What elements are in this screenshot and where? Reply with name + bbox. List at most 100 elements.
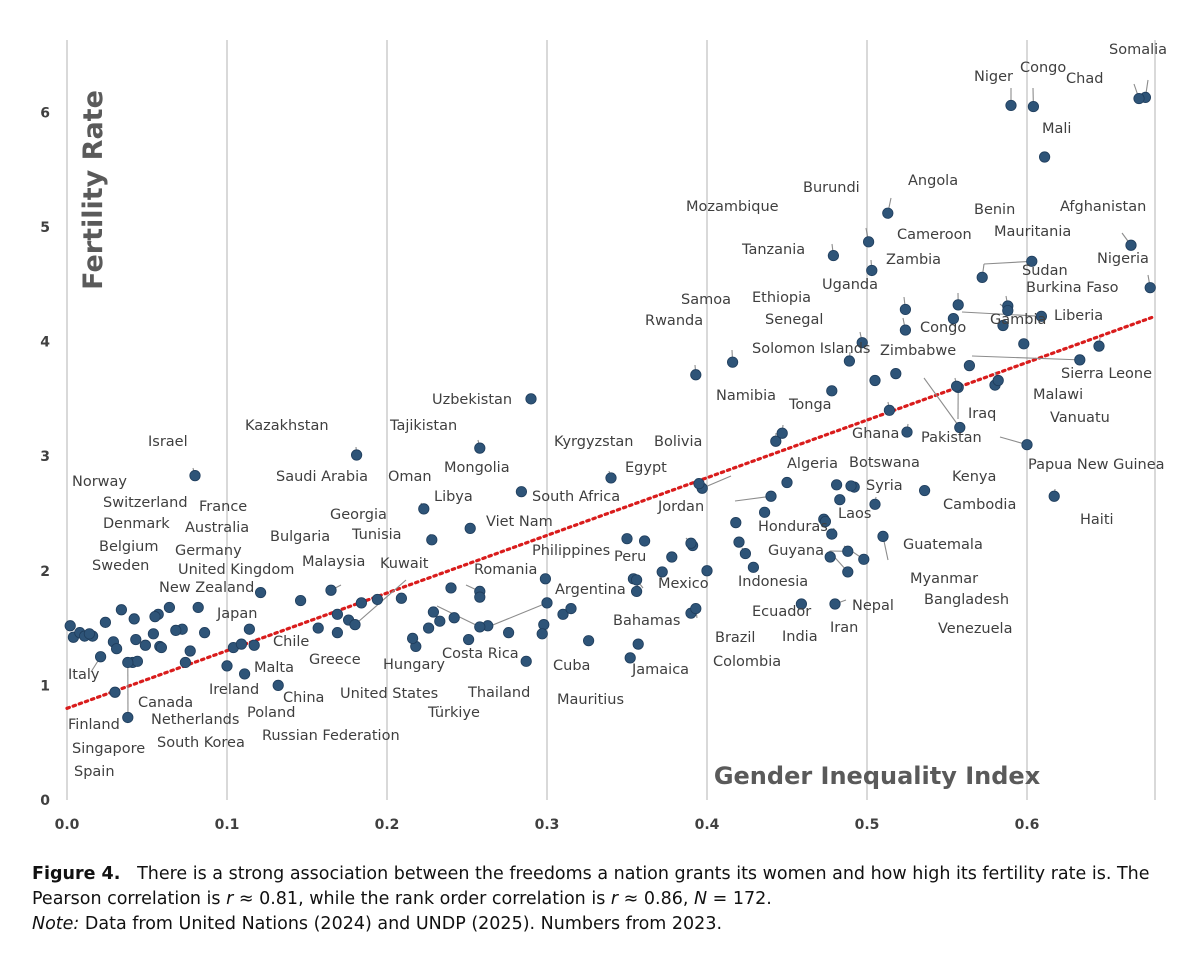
point-label: Thailand — [467, 685, 530, 701]
data-point — [826, 528, 838, 540]
point-label: Libya — [434, 489, 473, 505]
point-label: Viet Nam — [486, 514, 553, 530]
data-point — [656, 566, 668, 578]
data-point — [406, 632, 419, 644]
data-point — [331, 627, 343, 639]
point-label: Bahamas — [613, 613, 680, 629]
point-label: Somalia — [1109, 42, 1167, 58]
point-label: Zimbabwe — [880, 343, 956, 359]
data-point — [869, 498, 881, 510]
point-label: Iraq — [968, 406, 996, 422]
point-label: Tanzania — [741, 242, 805, 258]
point-label: Tajikistan — [389, 418, 457, 434]
point-label: Costa Rica — [442, 646, 519, 662]
data-point — [179, 656, 191, 669]
data-point — [776, 427, 788, 439]
point-label: Burundi — [803, 180, 860, 196]
data-point — [541, 597, 553, 609]
data-point — [630, 585, 643, 598]
point-label: Türkiye — [427, 705, 480, 721]
point-label: Malta — [254, 660, 294, 676]
data-point — [826, 385, 838, 397]
data-point — [248, 639, 260, 651]
y-tick-label: 2 — [40, 564, 50, 580]
data-point — [882, 207, 894, 219]
point-label: Greece — [309, 652, 361, 668]
data-point — [950, 380, 963, 392]
point-label: Cuba — [553, 658, 590, 674]
point-label: United States — [340, 686, 438, 702]
point-label: Italy — [68, 667, 100, 683]
data-point — [235, 638, 247, 650]
point-label: Venezuela — [938, 621, 1012, 637]
data-point — [474, 621, 486, 633]
data-point — [845, 480, 857, 492]
data-point — [954, 421, 966, 434]
point-label: Sudan — [1022, 263, 1068, 279]
data-point — [1048, 490, 1060, 502]
data-point — [976, 271, 988, 283]
point-label: Chad — [1066, 71, 1103, 87]
point-label: Congo — [920, 320, 966, 336]
data-point — [730, 517, 742, 529]
data-point — [1039, 151, 1051, 163]
data-point — [963, 360, 976, 372]
data-point — [350, 449, 363, 461]
y-tick-label: 1 — [40, 678, 50, 694]
point-label: Afghanistan — [1060, 199, 1146, 215]
point-label: Solomon Islands — [752, 341, 870, 357]
point-label: Myanmar — [910, 571, 978, 587]
data-point — [170, 624, 182, 636]
point-label: Uzbekistan — [432, 392, 512, 408]
data-point — [149, 611, 161, 623]
data-point — [131, 655, 143, 667]
data-point — [666, 551, 678, 563]
y-axis-title: Fertility Rate — [78, 90, 109, 290]
point-label: Algeria — [787, 456, 838, 472]
data-point — [371, 593, 383, 606]
scatter-chart: 0.0 0.1 0.2 0.3 0.4 0.5 0.6 0 1 2 3 4 5 6 Fertility R… — [40, 40, 1167, 833]
label-leader-line — [734, 495, 772, 502]
data-point — [765, 490, 777, 502]
data-point — [624, 652, 636, 664]
point-label: Guatemala — [903, 537, 983, 553]
point-label: Syria — [866, 478, 903, 494]
caption-r-symbol: r — [226, 889, 234, 909]
data-point — [733, 536, 745, 548]
data-point — [539, 573, 552, 585]
data-point — [462, 633, 475, 646]
point-label: Australia — [185, 520, 249, 536]
point-label: Indonesia — [738, 574, 808, 590]
caption-text-1: There is a strong association between th… — [32, 864, 1150, 909]
data-point — [621, 533, 633, 545]
point-label: Burkina Faso — [1026, 280, 1119, 296]
data-point — [111, 643, 123, 655]
point-label: Mauritius — [557, 692, 624, 708]
point-label: Mauritania — [994, 224, 1071, 240]
point-label: Ireland — [209, 682, 259, 698]
point-label: Senegal — [765, 312, 823, 328]
point-label: Uganda — [822, 277, 878, 293]
y-tick-label: 0 — [40, 793, 50, 809]
y-tick-label: 6 — [40, 105, 50, 121]
point-label: Denmark — [103, 516, 170, 532]
point-label: Botswana — [849, 455, 920, 471]
point-label: Poland — [247, 705, 295, 721]
label-leader-line — [482, 602, 548, 630]
point-label: Pakistan — [921, 430, 982, 446]
data-point — [434, 615, 446, 627]
data-point — [243, 623, 255, 635]
point-label: Rwanda — [645, 313, 703, 329]
point-label: Mexico — [658, 576, 709, 592]
data-point — [349, 619, 361, 631]
data-point — [901, 426, 913, 438]
point-label: Malawi — [1033, 387, 1083, 403]
data-point — [427, 606, 439, 618]
data-point — [781, 476, 793, 489]
trendline — [65, 314, 1157, 710]
data-point — [1026, 255, 1038, 267]
point-label: India — [782, 629, 818, 645]
point-label: Bulgaria — [270, 529, 330, 545]
point-label: South Korea — [157, 735, 245, 751]
data-point — [502, 627, 515, 639]
